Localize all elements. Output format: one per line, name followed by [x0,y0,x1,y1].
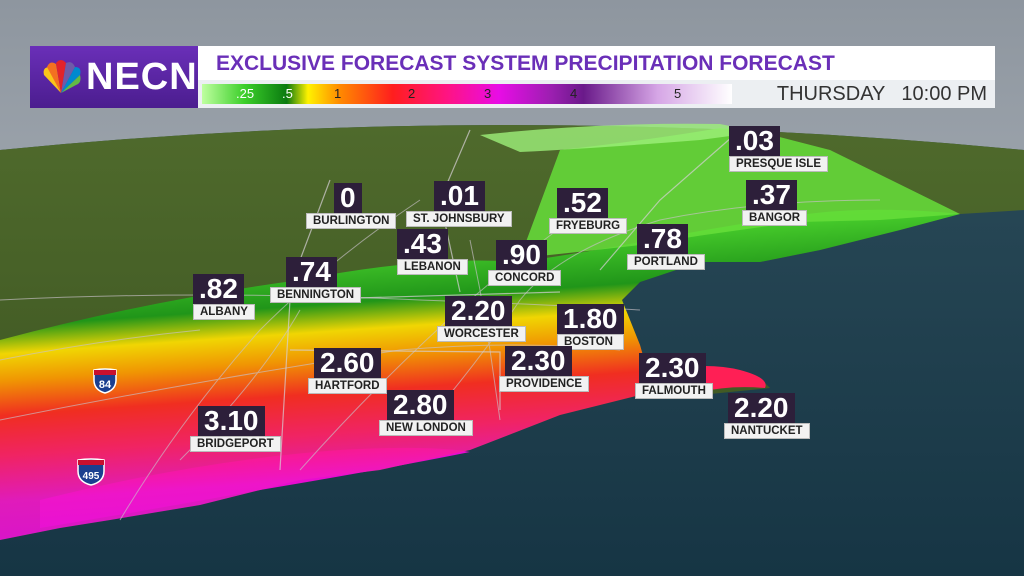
precip-value: 2.20 [728,393,795,423]
precip-value: .01 [434,181,485,211]
city-name: FALMOUTH [635,383,713,399]
city-label-providence: 2.30 PROVIDENCE [499,346,590,392]
legend-tick: 4 [570,86,578,101]
logo: NECN [30,46,198,108]
city-name: BENNINGTON [270,287,362,303]
legend-tick: 1 [334,86,342,101]
precip-light-band [520,128,960,258]
city-label-boston: 1.80 BOSTON [557,304,624,350]
timestamp: THURSDAY 10:00 PM [777,83,987,106]
city-name: WORCESTER [437,326,526,342]
precip-north-edge [480,123,760,152]
city-label-fryeburg: .52 FRYEBURG [549,188,628,234]
precip-value: 2.30 [505,346,572,376]
city-name: NANTUCKET [724,423,810,439]
highway-number: 84 [99,379,112,391]
precip-color-scale: .25 .5 1 2 3 4 5 [202,84,732,104]
interstate-495-shield-icon: 495 [77,458,105,486]
precip-value: .90 [496,240,547,270]
city-label-portland: .78 PORTLAND [627,224,705,270]
city-label-bennington: .74 BENNINGTON [270,257,362,303]
city-label-st-johnsbury: .01 ST. JOHNSBURY [406,181,512,227]
page-title: EXCLUSIVE FORECAST SYSTEM PRECIPITATION … [216,52,835,75]
city-label-presque-isle: .03 PRESQUE ISLE [729,126,828,172]
city-name: BANGOR [742,210,808,226]
city-name: BOSTON [557,334,624,350]
precip-value: .37 [746,180,797,210]
peacock-icon [43,60,81,93]
forecast-day: THURSDAY [776,83,886,105]
city-name: LEBANON [397,259,468,275]
precip-value: 2.30 [639,353,706,383]
legend-tick: 2 [408,86,416,101]
interstate-84-shield-icon: 84 [93,368,117,394]
precip-value: 1.80 [557,304,624,334]
city-name: ALBANY [193,304,255,320]
precip-value: 2.20 [445,296,512,326]
title-bar: EXCLUSIVE FORECAST SYSTEM PRECIPITATION … [198,46,995,81]
city-name: PORTLAND [627,254,705,270]
city-name: ST. JOHNSBURY [406,211,512,227]
precip-value: .52 [557,188,608,218]
city-name: PROVIDENCE [499,376,590,392]
city-name: HARTFORD [308,378,387,394]
city-name: CONCORD [488,270,562,286]
city-name: FRYEBURG [549,218,628,234]
precip-value: .43 [397,229,448,259]
precip-value: .03 [729,126,780,156]
city-label-concord: .90 CONCORD [488,240,562,286]
city-label-worcester: 2.20 WORCESTER [437,296,526,342]
precip-value: .78 [637,224,688,254]
precip-value: .74 [286,257,337,287]
city-name: PRESQUE ISLE [729,156,828,172]
legend-tick: 3 [484,86,492,101]
precip-value: 3.10 [198,406,265,436]
city-label-burlington: 0 BURLINGTON [306,183,397,229]
legend-tick: 5 [674,86,682,101]
precip-value: 2.60 [314,348,381,378]
legend-row: .25 .5 1 2 3 4 5 THURSDAY 10:00 PM [198,80,995,108]
precip-value: 2.80 [387,390,454,420]
highway-number: 495 [83,471,100,482]
precip-value: 0 [334,183,362,213]
city-label-falmouth: 2.30 FALMOUTH [635,353,713,399]
precip-value: .82 [193,274,244,304]
city-label-bridgeport: 3.10 BRIDGEPORT [190,406,281,452]
forecast-time: 10:00 PM [901,83,987,105]
city-label-bangor: .37 BANGOR [742,180,808,226]
city-label-nantucket: 2.20 NANTUCKET [724,393,810,439]
city-label-hartford: 2.60 HARTFORD [308,348,387,394]
city-label-lebanon: .43 LEBANON [397,229,468,275]
city-name: BURLINGTON [306,213,397,229]
city-label-albany: .82 ALBANY [193,274,255,320]
brand-name: NECN [86,55,198,98]
legend-tick: .5 [282,86,293,101]
legend-tick: .25 [236,86,255,101]
city-label-new-london: 2.80 NEW LONDON [379,390,473,436]
header: NECN EXCLUSIVE FORECAST SYSTEM PRECIPITA… [30,46,995,108]
city-name: BRIDGEPORT [190,436,281,452]
city-name: NEW LONDON [379,420,473,436]
